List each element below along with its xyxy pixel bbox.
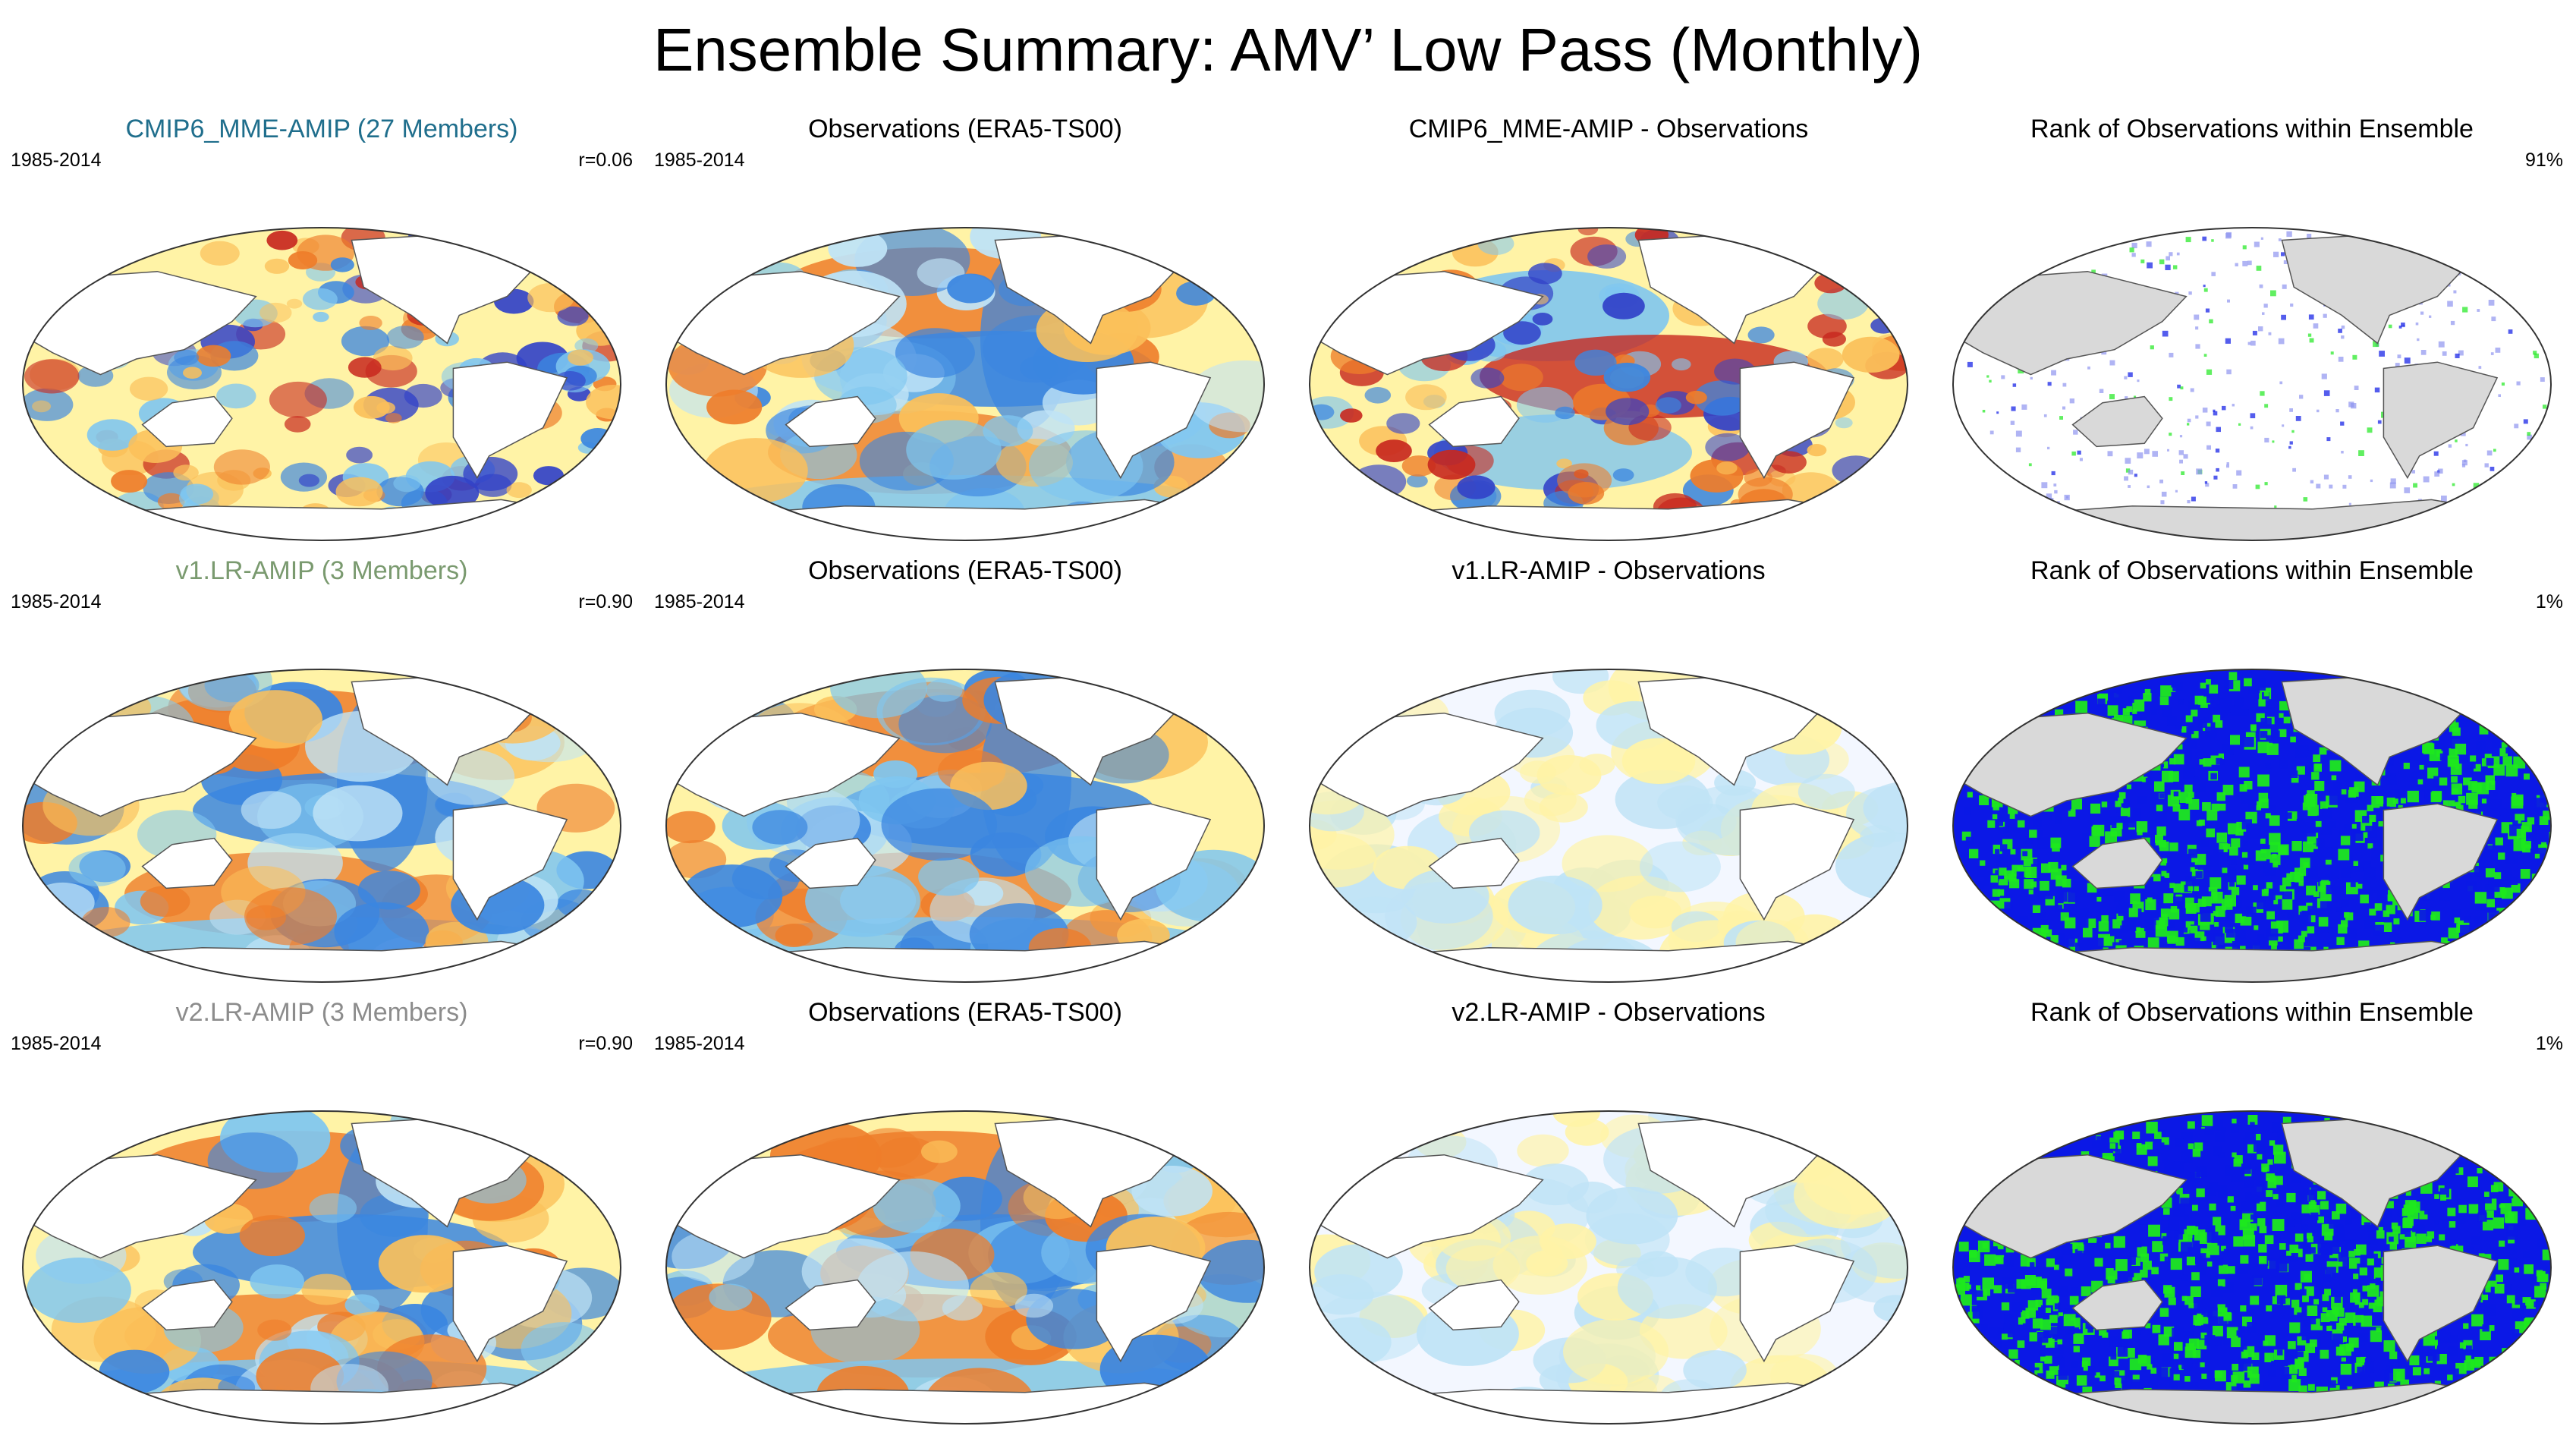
map-frame	[1952, 1110, 2552, 1425]
period-label: 1985-2014	[654, 591, 745, 612]
map-frame	[22, 227, 621, 541]
land-asia	[25, 1154, 257, 1259]
figure-title: Ensemble Summary: AMV’ Low Pass (Monthly…	[653, 16, 1923, 83]
land-asia	[1955, 712, 2188, 817]
land-samerica	[2383, 803, 2499, 921]
map-r2-c1	[665, 1110, 1265, 1425]
land-australia	[785, 395, 876, 448]
period-label: 1985-2014	[654, 1033, 745, 1054]
panel-r1-c3: Rank of Observations within Ensemble 1%	[1930, 556, 2574, 997]
period-label: 1985-2014	[11, 150, 102, 171]
land-asia	[1312, 712, 1544, 817]
rank-percent-label: 1%	[2535, 591, 2563, 612]
land-australia	[1428, 395, 1520, 448]
panel-r2-c1: Observations (ERA5-TS00) 1985-2014	[643, 997, 1287, 1439]
map-frame	[22, 669, 621, 983]
map-frame	[22, 1110, 621, 1425]
panel-title: v1.LR-AMIP - Observations	[1452, 556, 1766, 585]
land-samerica	[452, 803, 568, 921]
map-frame	[1952, 669, 2552, 983]
land-masses	[1312, 1116, 1902, 1424]
correlation-label: r=0.06	[578, 150, 633, 171]
land-samerica	[452, 361, 568, 480]
rank-percent-label: 1%	[2535, 1033, 2563, 1054]
panel-r2-c2: v2.LR-AMIP - Observations	[1287, 997, 1930, 1439]
panel-title: CMIP6_MME-AMIP (27 Members)	[125, 115, 518, 143]
panel-r0-c1: Observations (ERA5-TS00) 1985-2014	[643, 114, 1287, 556]
land-samerica	[452, 1245, 568, 1363]
land-samerica	[1096, 803, 1212, 921]
map-frame	[1309, 1110, 1908, 1425]
map-frame	[1309, 669, 1908, 983]
panel-r1-c0: v1.LR-AMIP (3 Members) 1985-2014 r=0.90	[0, 556, 643, 997]
correlation-label: r=0.90	[578, 1033, 633, 1054]
map-r2-c0	[22, 1110, 621, 1425]
panel-title: Rank of Observations within Ensemble	[2030, 998, 2474, 1027]
panel-title: Observations (ERA5-TS00)	[808, 115, 1122, 143]
map-frame	[665, 227, 1265, 541]
panel-r0-c0: CMIP6_MME-AMIP (27 Members) 1985-2014 r=0.…	[0, 114, 643, 556]
map-r0-c3	[1952, 227, 2552, 541]
map-r0-c2	[1309, 227, 1908, 541]
panel-r2-c3: Rank of Observations within Ensemble 1%	[1930, 997, 2574, 1439]
land-asia	[668, 712, 901, 817]
land-samerica	[2383, 361, 2499, 480]
land-samerica	[1096, 361, 1212, 480]
period-label: 1985-2014	[11, 591, 102, 612]
panel-title: Rank of Observations within Ensemble	[2030, 556, 2474, 585]
panel-title: v2.LR-AMIP - Observations	[1452, 998, 1766, 1027]
land-australia	[141, 1279, 233, 1331]
map-r1-c2	[1309, 669, 1908, 983]
map-frame	[665, 669, 1265, 983]
land-australia	[141, 395, 233, 448]
map-r0-c0	[22, 227, 621, 541]
map-r0-c1	[665, 227, 1265, 541]
period-label: 1985-2014	[11, 1033, 102, 1054]
land-samerica	[1096, 1245, 1212, 1363]
land-australia	[785, 1279, 876, 1331]
land-asia	[25, 270, 257, 376]
map-r2-c3	[1952, 1110, 2552, 1425]
panel-r1-c1: Observations (ERA5-TS00) 1985-2014	[643, 556, 1287, 997]
correlation-label: r=0.90	[578, 591, 633, 612]
panel-title: Rank of Observations within Ensemble	[2030, 115, 2474, 143]
land-masses	[1955, 233, 2546, 540]
panel-r1-c2: v1.LR-AMIP - Observations	[1287, 556, 1930, 997]
panel-r0-c2: CMIP6_MME-AMIP - Observations	[1287, 114, 1930, 556]
panel-title: v1.LR-AMIP (3 Members)	[175, 556, 468, 585]
land-asia	[1312, 1154, 1544, 1259]
land-asia	[668, 270, 901, 376]
land-australia	[1428, 837, 1520, 889]
panel-r0-c3: Rank of Observations within Ensemble 91%	[1930, 114, 2574, 556]
map-frame	[1952, 227, 2552, 541]
land-asia	[1955, 1154, 2188, 1259]
land-australia	[141, 837, 233, 889]
land-asia	[1312, 270, 1544, 376]
map-r1-c0	[22, 669, 621, 983]
map-frame	[1309, 227, 1908, 541]
map-r1-c1	[665, 669, 1265, 983]
land-samerica	[2383, 1245, 2499, 1363]
panel-title: CMIP6_MME-AMIP - Observations	[1408, 115, 1809, 143]
land-samerica	[1739, 1245, 1855, 1363]
panel-title: v2.LR-AMIP (3 Members)	[175, 998, 468, 1027]
map-frame	[665, 1110, 1265, 1425]
land-australia	[2071, 837, 2163, 889]
land-samerica	[1739, 803, 1855, 921]
land-samerica	[1739, 361, 1855, 480]
land-australia	[785, 837, 876, 889]
panel-r2-c0: v2.LR-AMIP (3 Members) 1985-2014 r=0.90	[0, 997, 643, 1439]
panel-title: Observations (ERA5-TS00)	[808, 998, 1122, 1027]
land-asia	[668, 1154, 901, 1259]
land-australia	[1428, 1279, 1520, 1331]
land-asia	[25, 712, 257, 817]
map-r1-c3	[1952, 669, 2552, 983]
rank-percent-label: 91%	[2524, 150, 2563, 171]
period-label: 1985-2014	[654, 150, 745, 171]
map-r2-c2	[1309, 1110, 1908, 1425]
land-asia	[1955, 270, 2188, 376]
land-australia	[2071, 1279, 2163, 1331]
panel-title: Observations (ERA5-TS00)	[808, 556, 1122, 585]
land-australia	[2071, 395, 2163, 448]
